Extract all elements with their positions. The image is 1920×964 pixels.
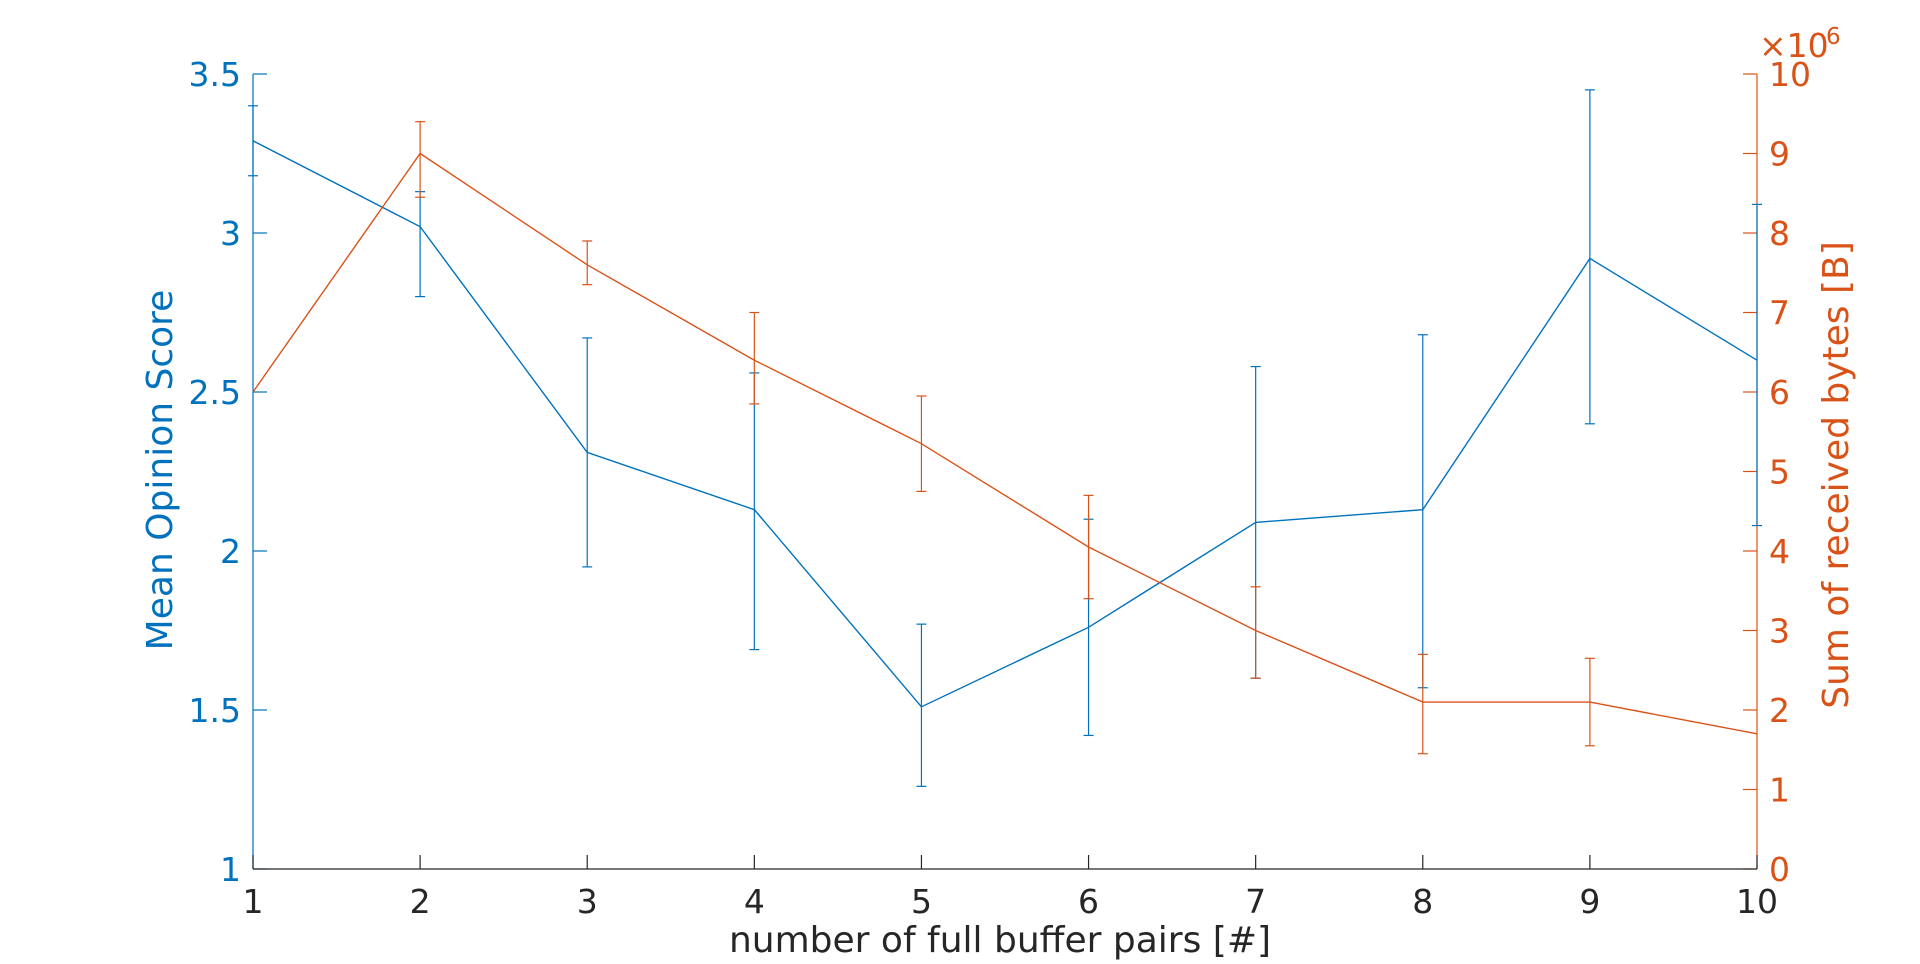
- series-line-right: [252, 152, 1758, 735]
- error-bar: [1584, 89, 1595, 425]
- right-y-tick-label: 3: [1769, 612, 1790, 651]
- left-y-tick-label: 2: [220, 532, 241, 571]
- x-tick-label: 10: [1736, 882, 1778, 921]
- x-tick-label: 2: [410, 882, 431, 921]
- x-tick-label: 3: [577, 882, 598, 921]
- left-y-tick-label: 3.5: [189, 55, 241, 94]
- right-y-tick-label: 0: [1769, 850, 1790, 889]
- x-tick-label: 8: [1412, 882, 1433, 921]
- left-y-tick-label: 1: [220, 850, 241, 889]
- right-y-tick-label: 8: [1769, 214, 1790, 253]
- x-tick-label: 1: [243, 882, 264, 921]
- x-tick-label: 9: [1579, 882, 1600, 921]
- error-bar: [916, 623, 927, 787]
- error-bar: [248, 105, 258, 177]
- left-y-axis: 1 1.5 2 2.5 3 3.5: [189, 55, 267, 889]
- x-axis-label: number of full buffer pairs [#]: [729, 920, 1271, 961]
- multiplier-prefix: ×10: [1759, 26, 1829, 65]
- series-left: [248, 89, 1762, 787]
- left-y-axis-label: Mean Opinion Score: [140, 290, 181, 651]
- x-tick-label: 6: [1078, 882, 1099, 921]
- error-bar: [916, 395, 927, 492]
- right-y-tick-label: 7: [1769, 294, 1790, 333]
- left-y-tick-label: 2.5: [189, 373, 241, 412]
- error-bar: [415, 191, 426, 298]
- x-tick-label: 7: [1245, 882, 1266, 921]
- error-bar: [1250, 586, 1261, 679]
- right-y-tick-label: 9: [1769, 135, 1790, 174]
- error-bar: [1083, 494, 1094, 600]
- series-line-left: [252, 140, 1758, 708]
- right-y-axis: 0 1 2 3 4 5 6 7 8 9 10: [1743, 55, 1811, 889]
- error-bar: [582, 240, 593, 286]
- error-bar: [1752, 203, 1762, 527]
- error-bar: [1417, 334, 1428, 689]
- error-bar: [1417, 653, 1428, 755]
- right-y-tick-label: 5: [1769, 453, 1790, 492]
- error-bar: [749, 372, 760, 651]
- series-right: [252, 121, 1758, 755]
- error-bar: [1584, 657, 1595, 747]
- right-y-axis-label: Sum of received bytes [B]: [1816, 241, 1857, 709]
- series-layer: [248, 89, 1762, 787]
- x-axis: 1 2 3 4 5 6 7 8 9 10: [243, 855, 1778, 921]
- right-y-tick-label: 4: [1769, 532, 1790, 571]
- right-y-tick-label: 2: [1769, 691, 1790, 730]
- x-tick-label: 4: [744, 882, 765, 921]
- right-y-tick-label: 6: [1769, 373, 1790, 412]
- x-tick-label: 5: [911, 882, 932, 921]
- right-y-tick-label: 10: [1769, 55, 1811, 94]
- multiplier-exponent: 6: [1826, 24, 1841, 50]
- right-axis-multiplier: ×10 6: [1759, 24, 1841, 65]
- right-y-tick-label: 1: [1769, 771, 1790, 810]
- left-y-tick-label: 3: [220, 214, 241, 253]
- error-bar: [415, 121, 426, 198]
- error-bar: [582, 337, 593, 568]
- error-bar: [749, 311, 760, 405]
- left-y-tick-label: 1.5: [189, 691, 241, 730]
